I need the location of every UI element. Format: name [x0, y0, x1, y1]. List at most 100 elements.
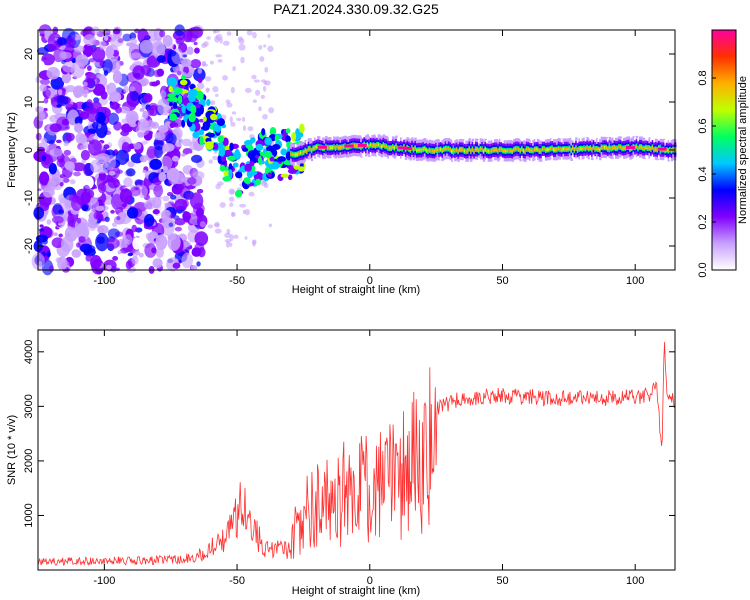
spectrogram-cell — [159, 155, 173, 171]
spectrogram-cell — [194, 242, 205, 252]
spectrogram-cell — [190, 104, 197, 115]
spectrogram-cell — [489, 149, 492, 153]
spectrogram-cell — [280, 173, 289, 178]
spectrogram-cell — [147, 106, 155, 116]
spectrogram-cell — [422, 147, 425, 151]
spectrogram-cell — [179, 79, 188, 86]
spectrogram-cell — [521, 147, 524, 151]
spectrogram-cell — [603, 145, 607, 149]
spectrogram-cell — [371, 144, 374, 148]
spectrogram-cell — [35, 106, 44, 114]
spectrogram-cell — [63, 140, 69, 147]
spectrogram-cell — [82, 43, 94, 57]
spectrogram-cell — [197, 67, 203, 74]
spectrogram-cell — [58, 209, 64, 215]
spectrogram-cell — [384, 144, 387, 148]
spectrogram-cell — [198, 129, 205, 136]
spectrogram-cell — [231, 212, 236, 217]
spectrogram-cell — [86, 99, 93, 107]
spectrogram-cell — [299, 123, 305, 134]
spectrogram-cell — [326, 146, 330, 150]
spectrogram-cell — [218, 141, 224, 150]
spectrogram-cell — [568, 146, 572, 150]
spectrogram-cell — [548, 148, 551, 152]
spectrogram-cell — [94, 68, 100, 74]
spectrogram-cell — [638, 145, 642, 149]
spectrogram-cell — [259, 56, 265, 62]
spectrogram-cell — [268, 163, 276, 170]
spectrogram-cell — [222, 75, 228, 81]
spectrogram-cell — [463, 149, 467, 153]
spectrogram-cell — [39, 224, 44, 228]
spectrogram-cell — [613, 146, 616, 149]
spectrogram-cell — [465, 149, 468, 153]
spectrogram-cell — [186, 46, 194, 55]
spectrogram-cell — [69, 215, 75, 223]
snr-panel: -100 -50 0 50 100 1000 2000 3000 4000 Height of… — [6, 329, 676, 597]
spectrogram-cell — [127, 113, 139, 128]
spectrogram-cell — [187, 177, 197, 185]
spectrogram-cell — [290, 152, 293, 156]
spectrogram-cell — [56, 37, 68, 46]
spectrogram-cell — [263, 44, 267, 48]
spectrogram-cell — [181, 104, 187, 114]
spectrogram-cell — [433, 149, 436, 153]
spectrogram-cell — [146, 145, 157, 159]
spectrogram-cell — [129, 37, 138, 46]
spectrogram-cell — [192, 131, 200, 139]
spectrogram-cell — [238, 43, 246, 51]
spectrogram-cell — [382, 143, 385, 147]
spectrogram-cell — [466, 149, 470, 153]
spectrogram-cell — [194, 47, 200, 54]
colorbar-tick-label: 0.8 — [697, 70, 709, 85]
spectrogram-cell — [457, 149, 460, 153]
spectrogram-peak — [657, 147, 667, 151]
spectrogram-peak — [625, 146, 635, 150]
spectrogram-cell — [387, 146, 390, 150]
spectrogram-cell — [43, 107, 48, 112]
spectrogram-cell — [123, 85, 129, 93]
spectrogram-cell — [97, 167, 107, 174]
spectrogram-cell — [75, 242, 81, 248]
spectrogram-cell — [468, 147, 471, 151]
spectrogram-cell — [578, 147, 581, 151]
spectrogram-cell — [139, 39, 154, 54]
spectrogram-cell — [173, 172, 185, 185]
spectrogram-cell — [296, 152, 299, 156]
spectrogram-cell — [193, 67, 206, 82]
spectrogram-cell — [91, 121, 99, 129]
spectrogram-cell — [93, 97, 100, 103]
spectrogram-cell — [80, 30, 90, 37]
spectrogram-cell — [430, 149, 433, 153]
spectrogram-cell — [65, 132, 75, 142]
spectrogram-cell — [309, 147, 312, 151]
spectrogram-cell — [197, 77, 203, 84]
spectrogram-cell — [224, 239, 232, 243]
spectrogram-cell — [162, 143, 175, 152]
spectrogram-cell — [167, 93, 176, 98]
y-tick-label: 4000 — [23, 340, 35, 364]
spectrogram-cell — [331, 146, 334, 150]
spectrogram-cell — [222, 40, 230, 46]
spectrogram-cell — [149, 158, 162, 170]
spectrogram-cell — [646, 146, 650, 150]
spectrogram-cell — [648, 146, 651, 150]
spectrogram-cell — [473, 149, 476, 153]
spectrogram-cell — [428, 148, 432, 152]
spectrogram-cell — [551, 146, 554, 150]
spectrogram-cell — [214, 228, 222, 234]
spectrogram-cell — [174, 226, 183, 232]
spectrogram-cell — [235, 171, 243, 179]
spectrogram-cell — [97, 182, 107, 194]
spectrogram-cell — [482, 149, 486, 153]
spectrogram-cell — [557, 147, 561, 151]
spectrogram-cell — [199, 221, 206, 228]
spectrogram-cell — [618, 145, 621, 149]
spectrogram-cell — [158, 171, 167, 182]
spectrogram-cell — [436, 148, 440, 152]
spectrogram-cell — [546, 148, 549, 152]
spectrogram-cell — [312, 146, 315, 150]
spectrogram-cell — [119, 247, 129, 254]
spectrogram-cell — [217, 135, 225, 143]
